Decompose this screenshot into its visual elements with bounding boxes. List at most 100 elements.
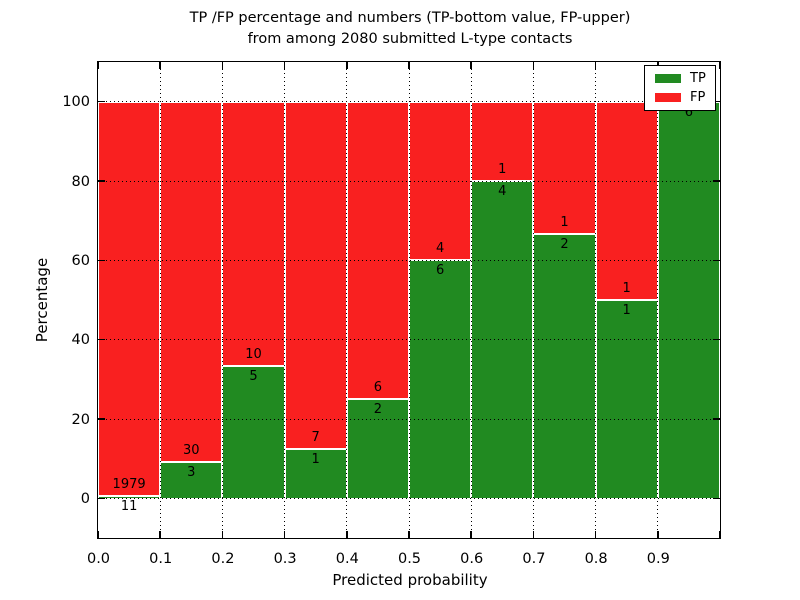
bar-segment-tp <box>222 366 285 499</box>
fp-count-label: 4 <box>435 241 445 257</box>
chart-title-line1: TP /FP percentage and numbers (TP-bottom… <box>189 10 631 26</box>
y-tick-mark-right <box>713 100 720 103</box>
chart-title: TP /FP percentage and numbers (TP-bottom… <box>98 8 722 50</box>
x-tick-mark <box>159 531 161 538</box>
fp-count-label: 1979 <box>112 477 146 493</box>
tp-count-label: 4 <box>498 184 507 199</box>
y-tick-mark-right <box>713 259 720 262</box>
y-tick-mark-right <box>713 338 720 341</box>
tp-count-label: 5 <box>249 369 258 385</box>
legend-label-fp: FP <box>690 90 706 105</box>
x-tick-mark-top <box>532 62 535 69</box>
y-axis-label: Percentage <box>33 257 51 343</box>
bar-segment-tp <box>533 233 596 499</box>
bar-segment-fp <box>98 101 161 497</box>
x-tick-mark <box>346 531 348 538</box>
x-tick-label: 0.9 <box>646 551 670 567</box>
bar-segment-tp <box>657 101 720 499</box>
bar-segment-fp <box>471 101 534 181</box>
tp-count-label: 3 <box>187 465 196 481</box>
x-tick-mark <box>283 531 286 538</box>
fp-count-label: 30 <box>183 443 200 459</box>
x-tick-label: 0.2 <box>211 551 235 567</box>
gridline-vertical <box>221 62 223 538</box>
bar-segment-tp <box>160 462 223 499</box>
gridline-vertical <box>595 62 597 538</box>
bar-segment-tp <box>98 496 161 499</box>
fp-count-label: 1 <box>498 162 507 177</box>
gridline-vertical <box>470 62 472 538</box>
y-tick-mark <box>98 338 105 341</box>
x-tick-mark <box>719 531 721 538</box>
bar-segment-fp <box>346 101 409 400</box>
bar-segment-fp <box>160 101 223 463</box>
x-tick-label: 0.3 <box>273 551 297 567</box>
legend-entry-tp: TP <box>655 72 706 85</box>
fp-count-label: 10 <box>245 347 262 363</box>
x-tick-mark-top <box>594 62 597 69</box>
legend-swatch-tp <box>655 74 681 83</box>
bar-segment-tp <box>595 300 658 499</box>
x-tick-label: 0.8 <box>584 551 608 567</box>
x-tick-mark <box>532 531 535 538</box>
x-tick-mark <box>97 531 99 538</box>
x-tick-label: 0.5 <box>397 551 422 567</box>
fp-count-label: 7 <box>311 429 320 445</box>
x-tick-mark <box>594 531 597 538</box>
y-tick-mark-right <box>713 497 720 500</box>
x-tick-mark-top <box>408 62 410 69</box>
gridline-vertical <box>408 62 410 538</box>
y-tick-label: 100 <box>62 94 90 111</box>
tp-count-label: 2 <box>373 402 383 418</box>
y-tick-mark <box>98 180 105 182</box>
chart-title-line2: from among 2080 submitted L-type contact… <box>247 31 573 47</box>
x-tick-label: 0.1 <box>149 551 173 567</box>
fp-count-label: 1 <box>622 281 631 296</box>
gridline-vertical <box>159 62 161 538</box>
x-tick-mark-top <box>346 62 348 69</box>
tp-count-label: 1 <box>622 303 631 318</box>
x-tick-mark <box>221 531 224 538</box>
y-tick-label: 20 <box>71 411 90 428</box>
x-tick-mark-top <box>221 62 224 69</box>
gridline-vertical <box>657 62 659 538</box>
bar-segment-fp <box>533 101 596 234</box>
fp-count-label: 1 <box>560 214 569 230</box>
fp-count-label: 6 <box>373 380 383 396</box>
gridline-vertical <box>284 62 286 538</box>
legend-label-tp: TP <box>690 71 706 86</box>
legend-entry-fp: FP <box>655 91 706 104</box>
tp-count-label: 6 <box>684 104 694 120</box>
tp-count-label: 11 <box>120 499 138 515</box>
x-tick-mark <box>408 531 410 538</box>
legend: TP FP <box>644 65 716 111</box>
x-tick-label: 0.0 <box>86 551 111 567</box>
bar-segment-tp <box>284 448 347 499</box>
tp-count-label: 1 <box>311 451 320 467</box>
x-tick-mark <box>470 531 472 538</box>
x-tick-label: 0.6 <box>460 551 484 567</box>
y-tick-label: 80 <box>71 173 90 190</box>
x-tick-mark-top <box>470 62 472 69</box>
bar-segment-tp <box>346 399 409 499</box>
y-tick-mark <box>98 497 105 500</box>
bar-segment-tp <box>409 260 472 499</box>
x-tick-mark-top <box>283 62 286 69</box>
y-tick-mark-right <box>713 180 720 182</box>
y-tick-mark <box>98 259 105 262</box>
bar-segment-fp <box>284 101 347 449</box>
legend-swatch-fp <box>655 93 681 102</box>
y-tick-label: 60 <box>71 252 90 269</box>
x-tick-label: 0.4 <box>335 551 359 567</box>
y-tick-mark <box>98 100 105 103</box>
tp-count-label: 2 <box>560 236 569 252</box>
x-axis-label: Predicted probability <box>332 571 488 589</box>
y-tick-label: 0 <box>80 490 90 507</box>
bar-segment-fp <box>222 101 285 367</box>
x-tick-mark-top <box>719 62 721 69</box>
x-tick-mark-top <box>97 62 99 69</box>
x-tick-mark-top <box>159 62 161 69</box>
gridline-vertical <box>532 62 534 538</box>
